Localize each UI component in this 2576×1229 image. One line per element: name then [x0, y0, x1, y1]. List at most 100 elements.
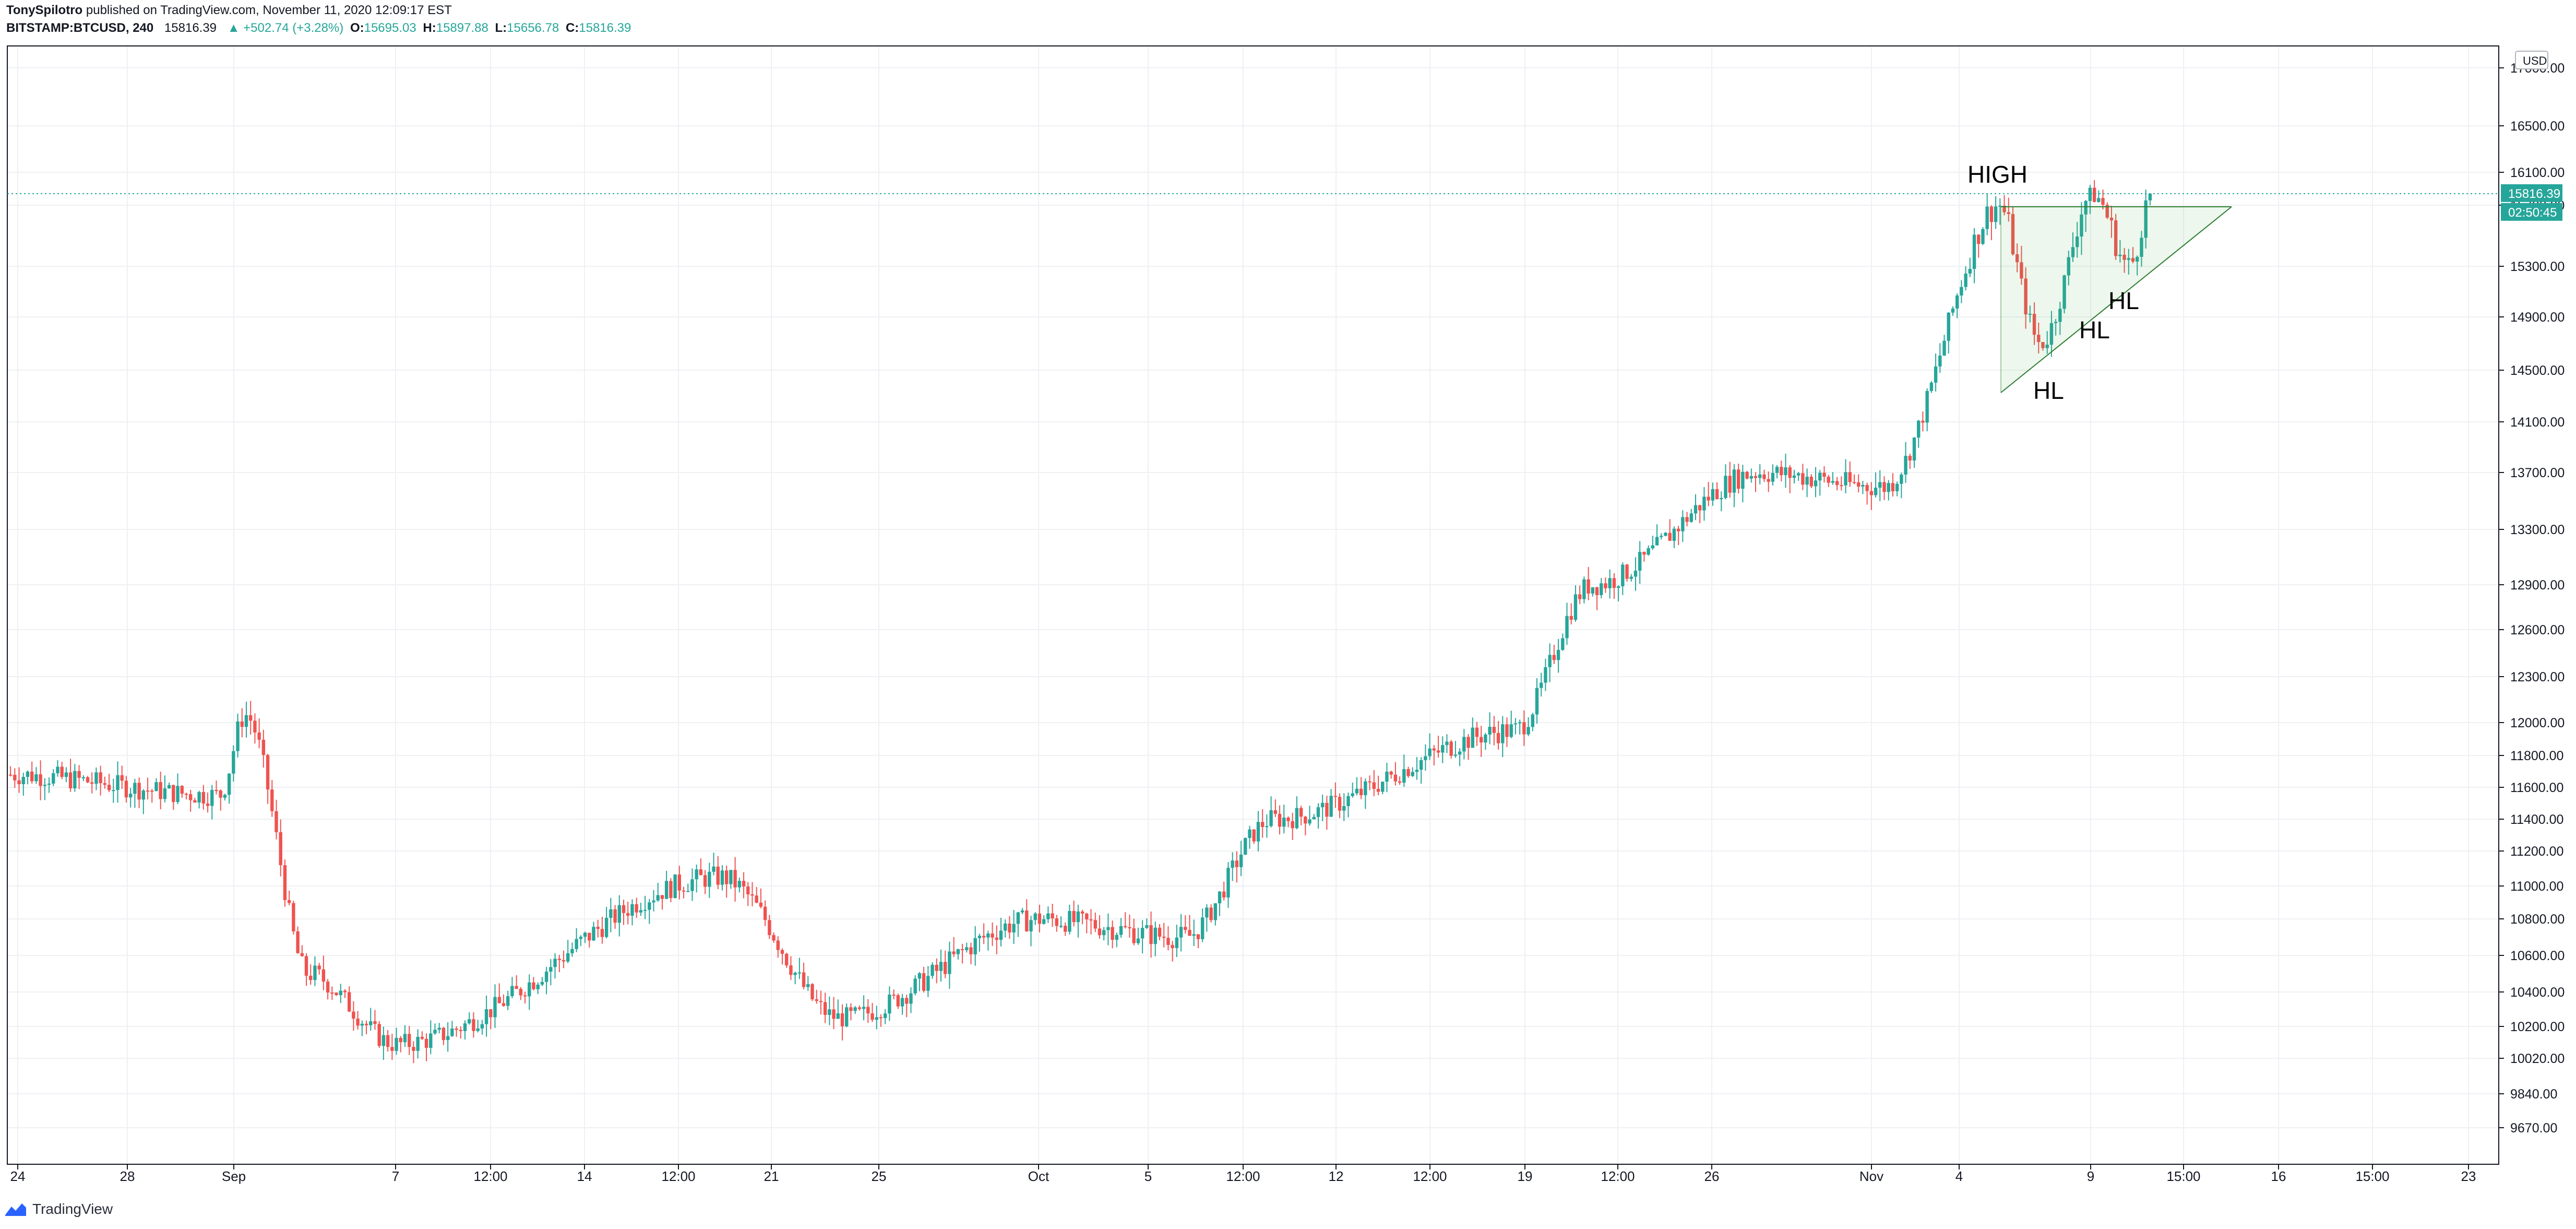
currency-badge: [2515, 51, 2548, 69]
candle: [39, 760, 42, 800]
candle: [1608, 569, 1612, 599]
candle: [317, 963, 321, 975]
candle-body: [1715, 489, 1719, 500]
candle: [1989, 205, 1994, 241]
candle-body: [279, 832, 282, 866]
candle-body: [1436, 750, 1440, 753]
candle-body: [176, 786, 180, 802]
candle: [695, 865, 698, 893]
price-axis[interactable]: 17000.0016500.0016100.0015700.0015300.00…: [7, 51, 2565, 1136]
price-axis-label: 14500.00: [2510, 363, 2565, 378]
candle-body: [1149, 925, 1153, 944]
candle-body: [1325, 802, 1329, 817]
triangle-pattern[interactable]: [2000, 206, 2232, 393]
candle: [1724, 464, 1727, 500]
time-axis-label: 12: [1329, 1168, 1344, 1184]
candle-body: [180, 786, 184, 794]
candle-body: [1111, 927, 1114, 940]
high-label: H:: [423, 21, 436, 35]
candle: [1707, 482, 1710, 506]
candle: [630, 899, 634, 926]
candle: [1304, 816, 1307, 836]
candle-body: [1942, 340, 1946, 356]
candles: [8, 180, 2152, 1063]
candle: [1874, 472, 1878, 498]
candle-body: [557, 959, 561, 960]
candle: [1513, 718, 1518, 735]
candle-body: [716, 866, 720, 885]
candle-body: [708, 871, 711, 887]
legend-change: ▲ +502.74 (+3.28%): [227, 21, 344, 35]
candle: [708, 862, 711, 898]
candle: [1938, 343, 1942, 373]
candle-body: [780, 950, 784, 954]
tradingview-brand[interactable]: TradingView: [4, 1201, 113, 1218]
candle-body: [965, 947, 969, 950]
candle-body: [17, 780, 21, 784]
candle-body: [90, 782, 94, 784]
candle-body: [150, 790, 154, 792]
candle-body: [1681, 517, 1685, 531]
candle: [1128, 914, 1131, 938]
candle-body: [695, 869, 698, 880]
candle-body: [1089, 919, 1093, 921]
low-label: L:: [495, 21, 507, 35]
candle: [1046, 906, 1050, 923]
candle: [2071, 232, 2075, 262]
publisher-name[interactable]: TonySpilotro: [6, 3, 83, 17]
candle: [1016, 912, 1020, 937]
candle: [686, 883, 690, 892]
candle-body: [197, 792, 201, 803]
candle: [356, 1011, 360, 1030]
candle-body: [339, 990, 342, 996]
candle: [1406, 766, 1410, 778]
candle: [1540, 672, 1543, 697]
chart-grid: [7, 46, 2499, 1164]
candle: [2015, 243, 2019, 273]
candle: [2002, 195, 2006, 216]
candle: [232, 745, 235, 782]
candle-body: [107, 785, 111, 790]
candle: [1042, 915, 1046, 925]
candle: [197, 790, 201, 809]
candle-body: [120, 775, 124, 781]
higher-low-annotation: HL: [2079, 316, 2110, 344]
candle-body: [1989, 206, 1994, 222]
candle-body: [1218, 891, 1222, 904]
candle: [150, 789, 154, 803]
candle: [210, 785, 214, 820]
candle-body: [991, 933, 994, 938]
candle: [476, 1020, 480, 1033]
candle: [1857, 474, 1861, 493]
candle: [883, 1009, 887, 1024]
candle-body: [1415, 770, 1419, 772]
candle: [261, 729, 266, 768]
candle: [931, 962, 934, 979]
candle: [240, 708, 244, 738]
candle-body: [1771, 472, 1775, 482]
candle: [30, 761, 34, 784]
candle-body: [493, 997, 497, 1018]
candle: [1102, 927, 1106, 941]
candle: [399, 1036, 402, 1053]
candle: [1814, 467, 1818, 498]
symbol-label[interactable]: BITSTAMP:BTCUSD, 240: [6, 21, 154, 35]
candle: [279, 819, 282, 877]
candle: [459, 1026, 462, 1039]
ohlc-legend: BITSTAMP:BTCUSD, 240 15816.39 ▲ +502.74 …: [6, 20, 631, 37]
candle: [562, 950, 566, 968]
candle: [690, 868, 694, 901]
candle: [888, 986, 891, 1021]
candle-body: [1299, 808, 1303, 817]
candle: [1573, 585, 1578, 622]
candle-body: [729, 870, 733, 884]
candle: [1226, 862, 1230, 908]
candle-body: [424, 1038, 428, 1048]
time-axis[interactable]: 24 28 Sep 7 12:00 14 12:00 21 25 Oct 5 12:00 12 12:00…: [7, 1164, 2499, 1184]
candle-body: [99, 772, 102, 784]
candle: [1556, 639, 1560, 673]
candle: [1299, 806, 1303, 825]
high-value: 15897.88: [436, 21, 488, 35]
